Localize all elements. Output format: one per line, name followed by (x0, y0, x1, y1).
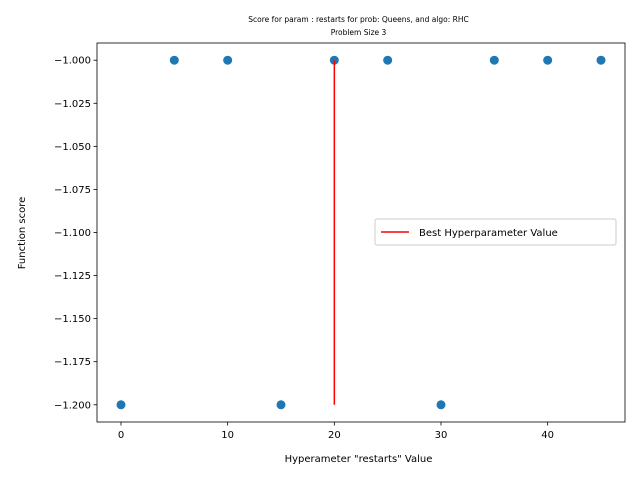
y-tick-label: −1.075 (54, 185, 91, 196)
y-tick-label: −1.125 (54, 271, 91, 282)
y-tick-label: −1.175 (54, 357, 91, 368)
x-axis-label: Hyperameter "restarts" Value (285, 454, 433, 465)
legend: Best Hyperparameter Value (374, 218, 617, 246)
x-tick-label: 0 (118, 430, 124, 441)
x-tick-label: 10 (221, 430, 234, 441)
scatter-point (383, 55, 393, 65)
y-tick-label: −1.050 (54, 142, 91, 153)
legend-label-best-hyperparameter: Best Hyperparameter Value (419, 228, 558, 239)
y-tick-label: −1.100 (54, 228, 91, 239)
y-tick-label: −1.000 (54, 56, 91, 67)
x-axis-ticks: 0 10 20 30 40 (118, 422, 554, 441)
y-axis-label: Function score (17, 197, 28, 270)
scatter-point (543, 55, 553, 65)
y-axis-ticks: −1.000 −1.025 −1.050 −1.075 −1.100 −1.125 −1.1… (54, 56, 97, 411)
scatter-point (596, 55, 606, 65)
scatter-point (276, 400, 286, 410)
chart-title: Score for param : restarts for prob: Que… (248, 15, 469, 24)
y-tick-label: −1.200 (54, 400, 91, 411)
x-tick-label: 40 (541, 430, 554, 441)
legend-box (374, 218, 617, 246)
scatter-point (116, 400, 126, 410)
chart-subtitle: Problem Size 3 (331, 28, 387, 37)
scatter-point (169, 55, 179, 65)
y-tick-label: −1.150 (54, 314, 91, 325)
scatter-point (436, 400, 446, 410)
x-tick-label: 20 (328, 430, 341, 441)
y-tick-label: −1.025 (54, 99, 91, 110)
data-marks (116, 55, 606, 410)
x-tick-label: 30 (435, 430, 448, 441)
scatter-point (489, 55, 499, 65)
scatter-point (223, 55, 233, 65)
